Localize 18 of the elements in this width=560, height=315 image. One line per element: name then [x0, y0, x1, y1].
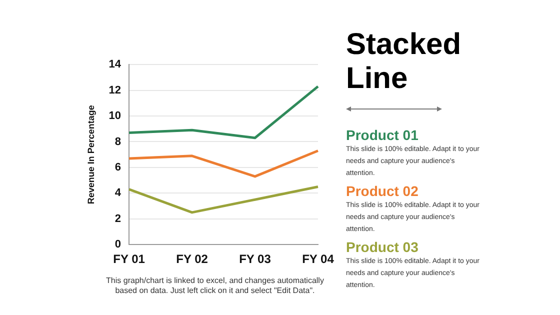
y-tick-label: 8 — [114, 136, 122, 148]
y-tick-label: 0 — [114, 238, 122, 251]
text: Product 01 — [346, 126, 420, 144]
text: Stacked Line — [346, 28, 462, 96]
x-tick-label: FY 04 — [302, 252, 334, 266]
x-tick-label: FY 03 — [239, 252, 272, 266]
text: Product 03 — [346, 238, 420, 256]
text: This graph/chart is linked to excel, and changes automatically based on data. Just left click on it and select "Edit Data". — [105, 276, 325, 296]
x-tick-label: FY 02 — [176, 252, 208, 266]
y-tick-label: 12 — [108, 84, 122, 96]
y-tick-label: 14 — [108, 58, 122, 71]
y-axis-title: Revenue In Percentage — [86, 105, 96, 204]
y-tick-label: 6 — [114, 161, 122, 174]
x-tick-label: FY 01 — [113, 252, 146, 266]
text: Product 02 — [346, 182, 420, 200]
y-tick-label: 10 — [108, 110, 122, 122]
y-tick-label: 4 — [114, 187, 122, 200]
y-tick-label: 2 — [114, 212, 122, 225]
